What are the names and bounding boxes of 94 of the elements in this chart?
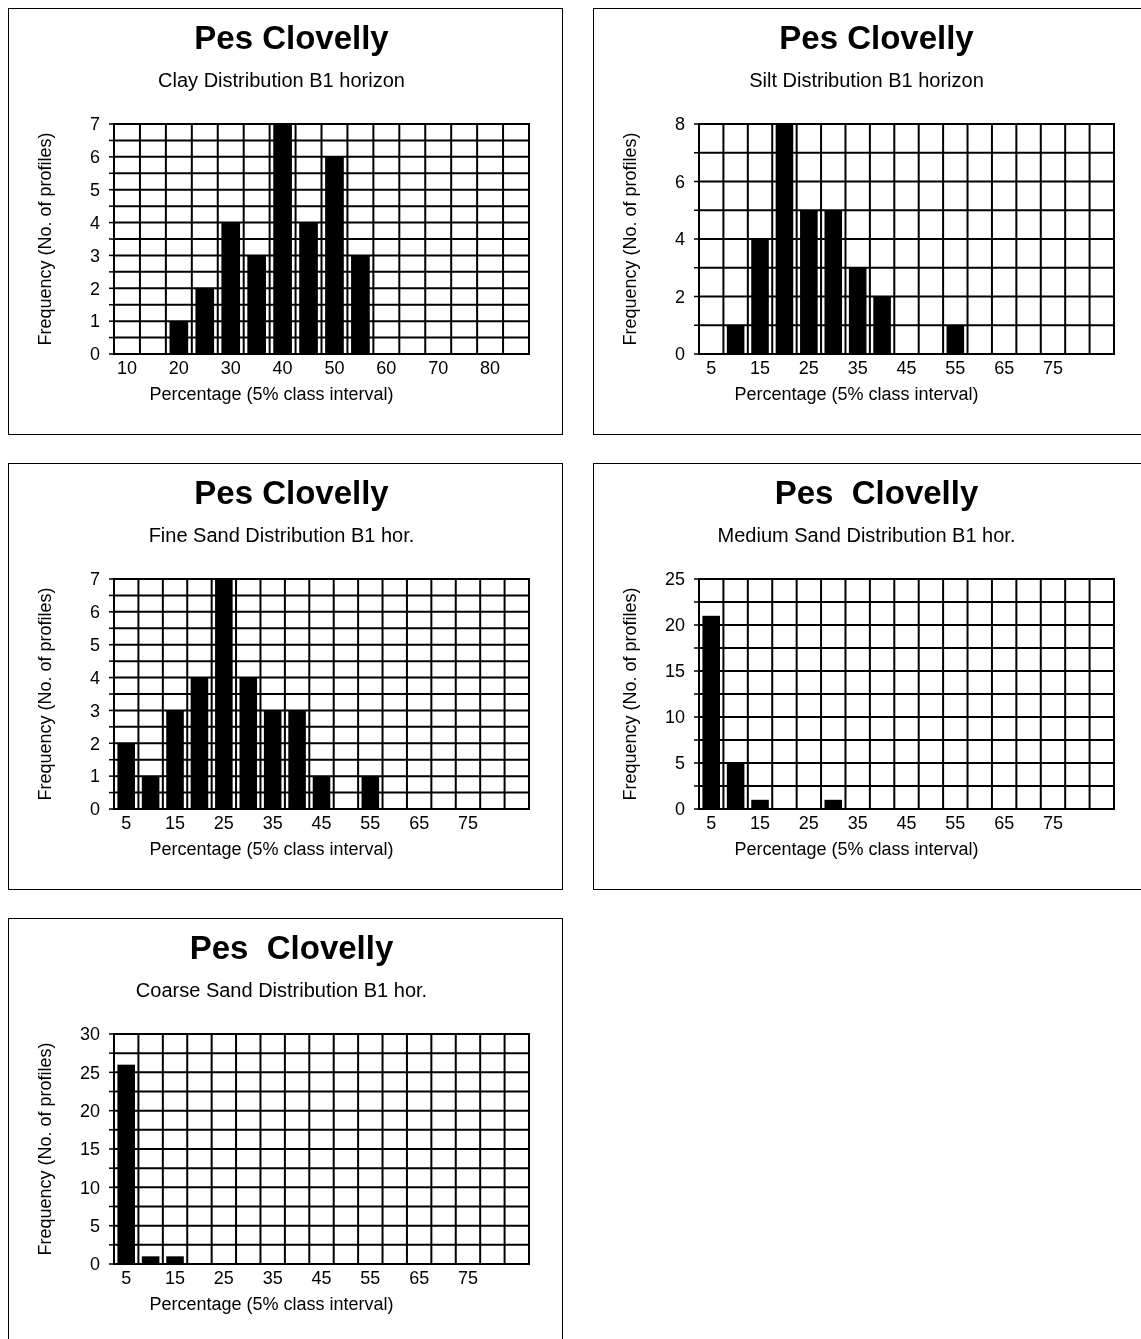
- x-tick-label: 5: [706, 358, 717, 378]
- y-tick-label: 4: [674, 229, 685, 250]
- x-tick-label: 65: [994, 358, 1015, 378]
- x-tick-label: 55: [945, 358, 966, 378]
- y-tick-label: 1: [89, 311, 100, 332]
- chart-subtitle: Clay Distribution B1 horizon: [158, 69, 405, 91]
- x-tick-label: 50: [324, 358, 345, 378]
- x-tick-label: 35: [847, 813, 868, 833]
- x-tick-label: 25: [213, 1268, 234, 1288]
- y-axis-title: Frequency (No. of profiles): [35, 1042, 55, 1256]
- y-tick-label: 0: [674, 344, 685, 365]
- y-tick-label: 2: [674, 286, 685, 307]
- x-axis-title: Percentage (5% class interval): [734, 839, 979, 859]
- y-axis-title: Frequency (No. of profiles): [35, 587, 55, 801]
- x-tick-label: 25: [213, 813, 234, 833]
- y-tick-label: 10: [79, 1177, 100, 1198]
- x-tick-label: 20: [168, 358, 189, 378]
- y-tick-label: 10: [664, 707, 685, 728]
- y-tick-label: 20: [79, 1100, 100, 1121]
- y-tick-label: 1: [89, 766, 100, 787]
- y-tick-label: 4: [89, 212, 100, 233]
- x-tick-label: 30: [220, 358, 241, 378]
- x-tick-label: 45: [311, 813, 332, 833]
- y-tick-label: 5: [674, 753, 685, 774]
- y-tick-label: 8: [674, 114, 685, 135]
- y-tick-label: 4: [89, 667, 100, 688]
- chart-title: Pes Clovelly: [194, 474, 390, 511]
- chart-title: Pes Clovelly: [779, 19, 975, 56]
- x-tick-label: 75: [457, 813, 478, 833]
- x-tick-label: 65: [994, 813, 1015, 833]
- x-tick-label: 45: [896, 813, 917, 833]
- y-axis-title: Frequency (No. of profiles): [620, 587, 640, 801]
- y-tick-label: 5: [89, 635, 100, 656]
- x-axis-title: Percentage (5% class interval): [149, 1294, 394, 1314]
- x-tick-label: 15: [750, 813, 771, 833]
- y-tick-label: 6: [674, 171, 685, 192]
- chart-subtitle: Fine Sand Distribution B1 hor.: [148, 524, 415, 546]
- x-tick-label: 75: [457, 1268, 478, 1288]
- x-tick-label: 35: [262, 813, 283, 833]
- x-tick-label: 15: [750, 358, 771, 378]
- y-tick-label: 20: [664, 615, 685, 636]
- x-tick-label: 40: [272, 358, 293, 378]
- x-axis-title: Percentage (5% class interval): [734, 384, 979, 404]
- y-tick-label: 7: [89, 569, 100, 590]
- x-tick-label: 35: [262, 1268, 283, 1288]
- x-tick-label: 55: [360, 1268, 381, 1288]
- x-tick-label: 75: [1042, 358, 1063, 378]
- y-axis-title: Frequency (No. of profiles): [35, 132, 55, 346]
- x-tick-label: 5: [706, 813, 717, 833]
- chart-title: Pes Clovelly: [774, 474, 979, 511]
- y-tick-label: 0: [89, 799, 100, 820]
- y-tick-label: 25: [79, 1062, 100, 1083]
- y-tick-label: 15: [664, 661, 685, 682]
- y-tick-label: 2: [89, 278, 100, 299]
- y-tick-label: 3: [89, 245, 100, 266]
- x-tick-label: 5: [121, 1268, 132, 1288]
- x-tick-label: 65: [409, 1268, 430, 1288]
- y-tick-label: 5: [89, 1215, 100, 1236]
- y-tick-label: 2: [89, 733, 100, 754]
- x-axis-title: Percentage (5% class interval): [149, 384, 394, 404]
- x-tick-label: 45: [311, 1268, 332, 1288]
- y-axis-title: Frequency (No. of profiles): [620, 132, 640, 346]
- x-tick-label: 25: [798, 813, 819, 833]
- x-tick-label: 10: [116, 358, 137, 378]
- chart-subtitle: Silt Distribution B1 horizon: [749, 69, 984, 91]
- x-tick-label: 25: [798, 358, 819, 378]
- y-tick-label: 0: [89, 1254, 100, 1275]
- x-tick-label: 65: [409, 813, 430, 833]
- y-tick-label: 6: [89, 602, 100, 623]
- x-tick-label: 60: [376, 358, 397, 378]
- y-tick-label: 3: [89, 700, 100, 721]
- x-tick-label: 80: [480, 358, 501, 378]
- x-tick-label: 35: [847, 358, 868, 378]
- x-tick-label: 15: [165, 1268, 186, 1288]
- chart-title: Pes Clovelly: [194, 19, 390, 56]
- x-tick-label: 5: [121, 813, 132, 833]
- y-tick-label: 15: [79, 1139, 100, 1160]
- x-tick-label: 45: [896, 358, 917, 378]
- x-tick-label: 75: [1042, 813, 1063, 833]
- x-tick-label: 55: [945, 813, 966, 833]
- x-tick-label: 55: [360, 813, 381, 833]
- y-tick-label: 6: [89, 147, 100, 168]
- x-tick-label: 70: [428, 358, 449, 378]
- x-axis-title: Percentage (5% class interval): [149, 839, 394, 859]
- y-tick-label: 30: [79, 1024, 100, 1045]
- y-tick-label: 0: [89, 344, 100, 365]
- y-tick-label: 25: [664, 569, 685, 590]
- x-tick-label: 15: [165, 813, 186, 833]
- y-tick-label: 7: [89, 114, 100, 135]
- y-tick-label: 0: [674, 799, 685, 820]
- chart-subtitle: Coarse Sand Distribution B1 hor.: [135, 979, 428, 1001]
- y-tick-label: 5: [89, 180, 100, 201]
- chart-subtitle: Medium Sand Distribution B1 hor.: [717, 524, 1016, 546]
- chart-title: Pes Clovelly: [189, 929, 394, 966]
